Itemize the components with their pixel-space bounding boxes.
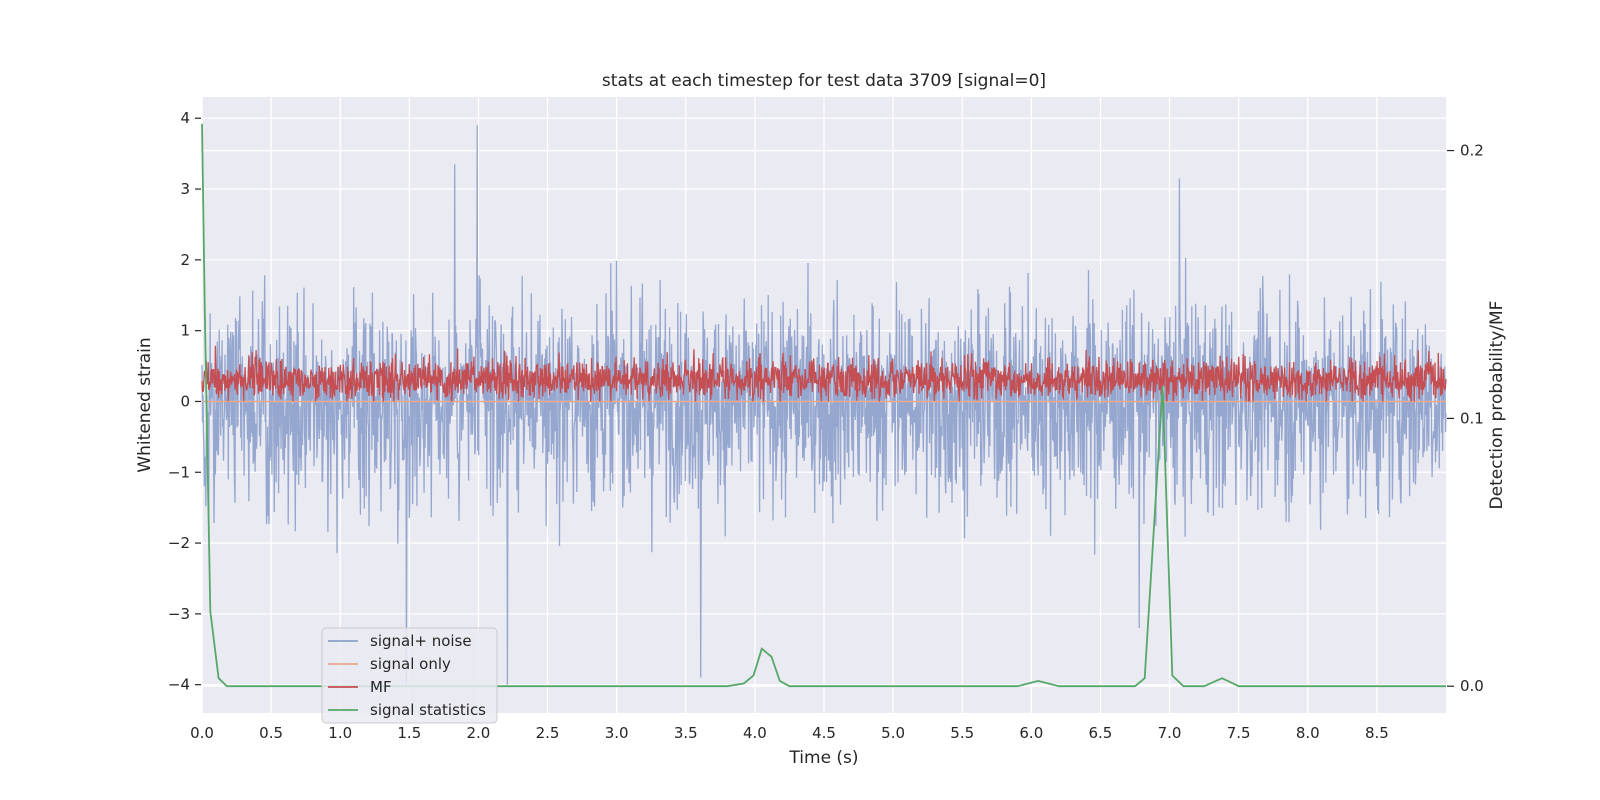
y-tick-label-6: −2 — [168, 534, 190, 552]
x-tick-label-11: 5.5 — [950, 724, 974, 742]
x-tick-label-3: 1.5 — [397, 724, 421, 742]
x-tick-label-1: 0.5 — [259, 724, 283, 742]
x-tick-label-0: 0.0 — [190, 724, 214, 742]
legend-label-signal-statistics: signal statistics — [370, 701, 486, 719]
x-tick-label-8: 4.0 — [743, 724, 767, 742]
x-tick-label-14: 7.0 — [1158, 724, 1182, 742]
x-tick-label-2: 1.0 — [328, 724, 352, 742]
x-tick-label-12: 6.0 — [1019, 724, 1043, 742]
series-mf-line — [201, 345, 1447, 402]
x-tick-label-15: 7.5 — [1227, 724, 1251, 742]
legend-label-mf: MF — [370, 678, 392, 696]
x-tick-label-13: 6.5 — [1089, 724, 1113, 742]
x-tick-label-4: 2.0 — [467, 724, 491, 742]
y-tick-label-0: 4 — [180, 109, 190, 127]
y-axis-label: Whitened strain — [135, 337, 155, 472]
plot-area: 0.0 0.5 1.0 1.5 2.0 2.5 3.0 3.5 4.0 4.5 5.0 5.5 6.0 6… — [168, 97, 1484, 742]
legend-label-signal-noise: signal+ noise — [370, 632, 472, 650]
y2-tick-label-0: 0.2 — [1460, 142, 1484, 160]
legend-label-signal-only: signal only — [370, 655, 451, 673]
series-signal-noise-line — [201, 125, 1447, 685]
x-tick-label-7: 3.5 — [674, 724, 698, 742]
y-tick-label-1: 3 — [180, 180, 190, 198]
y-tick-label-4: 0 — [180, 392, 190, 410]
y-tick-label-5: −1 — [168, 463, 190, 481]
x-tick-label-10: 5.0 — [881, 724, 905, 742]
y-tick-label-7: −3 — [168, 605, 190, 623]
x-tick-label-6: 3.0 — [605, 724, 629, 742]
x-axis-label: Time (s) — [788, 748, 858, 768]
y2-tick-label-2: 0.0 — [1460, 677, 1484, 695]
legend: signal+ noise signal only MF signal stat… — [321, 627, 498, 724]
y2-axis-label: Detection probability/MF — [1487, 301, 1507, 510]
x-tick-label-16: 8.0 — [1296, 724, 1320, 742]
y-tick-label-8: −4 — [168, 676, 190, 694]
x-tick-label-17: 8.5 — [1365, 724, 1389, 742]
x-tick-label-5: 2.5 — [536, 724, 560, 742]
chart-title: stats at each timestep for test data 370… — [602, 71, 1046, 91]
x-tick-label-9: 4.5 — [812, 724, 836, 742]
y-tick-label-3: 1 — [180, 322, 190, 340]
y-tick-label-2: 2 — [180, 251, 190, 269]
legend-box — [321, 627, 498, 724]
series-signal-statistics-line — [201, 123, 1446, 688]
y2-tick-label-1: 0.1 — [1460, 409, 1484, 427]
